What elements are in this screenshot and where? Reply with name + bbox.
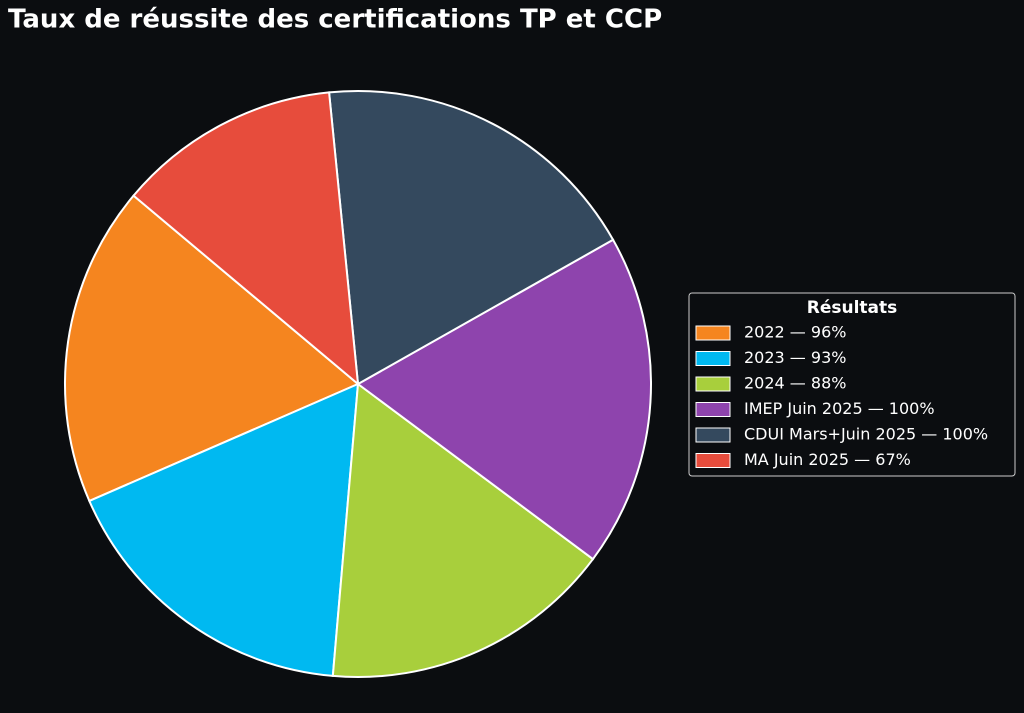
pie-slice (356, 238, 652, 561)
legend-swatch (695, 427, 731, 443)
legend-label: MA Juin 2025 — 67% (744, 450, 911, 469)
legend-label: 2022 — 96% (744, 323, 846, 342)
legend-label: 2024 — 88% (744, 374, 846, 393)
legend-swatch (695, 351, 731, 366)
chart-title: Taux de réussite des certifications TP e… (8, 5, 662, 35)
legend-label: IMEP Juin 2025 — 100% (744, 399, 935, 418)
legend-label: 2023 — 93% (744, 348, 846, 367)
legend-swatch (695, 376, 731, 392)
pie-slice (88, 382, 360, 678)
legend-label: CDUI Mars+Juin 2025 — 100% (744, 425, 988, 444)
legend-swatch (695, 402, 731, 417)
pie-slice (64, 194, 360, 503)
pie-slice (132, 91, 360, 387)
legend-swatch (695, 453, 731, 468)
legend-swatch (695, 325, 731, 341)
pie-slice (331, 382, 595, 678)
legend-title: Résultats (807, 298, 898, 318)
pie-slice (328, 90, 615, 386)
legend-box (688, 292, 1016, 477)
